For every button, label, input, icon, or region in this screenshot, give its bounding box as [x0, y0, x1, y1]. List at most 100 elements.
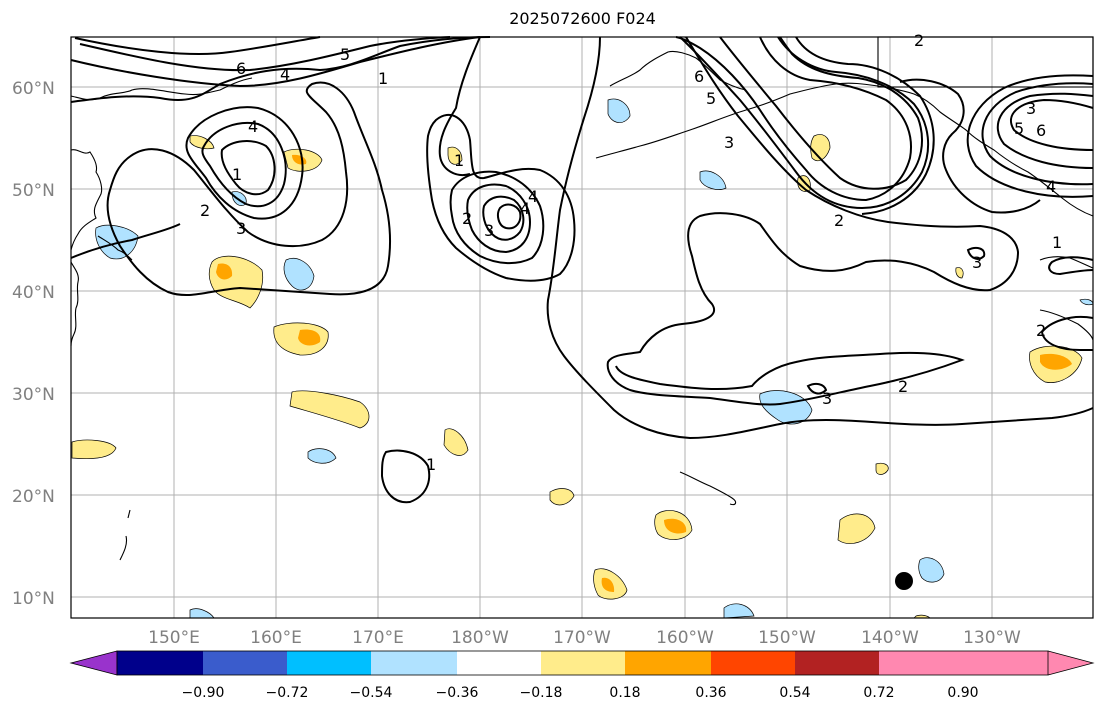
contour-label: 4 — [528, 187, 538, 206]
negative-anomaly — [918, 557, 945, 583]
map-title: 2025072600 F024 — [509, 9, 656, 28]
colorbar-tick: −0.54 — [350, 685, 393, 701]
positive-anomaly — [810, 134, 831, 162]
lat-label: 50°N — [12, 181, 55, 201]
colorbar-extend-high — [963, 651, 1093, 675]
positive-anomaly — [549, 488, 575, 506]
positive-anomaly — [875, 462, 889, 475]
contour-label: 3 — [822, 389, 832, 408]
lon-label: 170°E — [352, 628, 404, 648]
contour-label: 2 — [834, 211, 844, 230]
positive-anomaly — [443, 428, 469, 456]
contour-label: 4 — [520, 199, 530, 218]
latitude-labels: 60°N 50°N 40°N 30°N 20°N 10°N — [12, 79, 55, 609]
colorbar-segment — [879, 651, 963, 675]
strong-positive-anomaly — [216, 263, 233, 280]
colorbar-extend-low — [69, 650, 118, 676]
contour-label: 4 — [248, 117, 258, 136]
lat-label: 30°N — [12, 385, 55, 405]
positive-anomaly — [447, 146, 463, 165]
lon-label: 150°W — [758, 628, 816, 648]
negative-anomaly — [723, 603, 755, 619]
contour-label: 1 — [426, 455, 436, 474]
contour-label: 4 — [280, 65, 290, 84]
contour-label: 3 — [484, 221, 494, 240]
contour-label: 3 — [724, 133, 734, 152]
lat-label: 10°N — [12, 589, 55, 609]
contour-label: 6 — [1036, 121, 1046, 140]
contour-label: 5 — [340, 45, 350, 64]
colorbar-segment — [371, 651, 457, 675]
colorbar-tick: 0.72 — [863, 685, 894, 701]
strong-positive-anomaly — [298, 329, 321, 346]
positive-anomaly — [71, 439, 117, 460]
contour-label: 2 — [914, 31, 924, 50]
contour-label: 6 — [236, 59, 246, 78]
negative-anomaly — [699, 170, 727, 190]
colorbar-tick: 0.54 — [779, 685, 810, 701]
contour-label: 5 — [706, 89, 716, 108]
colorbar-segment — [795, 651, 879, 675]
map-frame — [70, 36, 1094, 619]
contour-label: 2 — [200, 201, 210, 220]
lon-label: 140°W — [861, 628, 919, 648]
negative-anomaly — [307, 448, 337, 464]
colorbar-segment — [457, 651, 541, 675]
negative-anomaly — [283, 258, 315, 291]
colorbar-segment — [287, 651, 371, 675]
storm-marker — [895, 572, 913, 590]
lat-label: 40°N — [12, 283, 55, 303]
colorbar-tick: 0.36 — [695, 685, 726, 701]
colorbar-tick: −0.72 — [266, 685, 309, 701]
colorbar-tick: 0.90 — [947, 685, 978, 701]
colorbar-tick: 0.18 — [609, 685, 640, 701]
contour-label: 1 — [378, 69, 388, 88]
colorbar-segment — [541, 651, 625, 675]
negative-anomaly — [759, 390, 813, 425]
lat-label: 20°N — [12, 487, 55, 507]
positive-anomaly — [289, 390, 370, 429]
longitude-labels: 150°E 160°E 170°E 180°W 170°W 160°W 150°… — [148, 628, 1021, 648]
negative-anomaly — [1079, 298, 1094, 306]
positive-anomaly — [208, 255, 264, 309]
colorbar-tick: −0.36 — [436, 685, 479, 701]
lon-label: 150°E — [148, 628, 200, 648]
colorbar-segment — [711, 651, 795, 675]
lon-label: 160°E — [250, 628, 302, 648]
contours — [70, 36, 1094, 504]
colorbar-segment — [625, 651, 711, 675]
contour-label: 2 — [1036, 321, 1046, 340]
lon-label: 170°W — [553, 628, 611, 648]
colorbar-segment — [117, 651, 203, 675]
contour-labels: 6 4 5 1 4 1 2 3 2 3 4 4 1 6 5 2 2 3 3 6 … — [200, 31, 1062, 474]
strong-positive-anomaly — [1040, 353, 1072, 370]
negative-anomaly — [607, 98, 631, 123]
contour-label: 1 — [454, 151, 464, 170]
contour-label: 4 — [1046, 177, 1056, 196]
strong-positive-anomaly — [601, 577, 615, 592]
shaded-anomalies — [71, 98, 1094, 619]
contour-label: 1 — [1052, 233, 1062, 252]
strong-positive-anomaly — [664, 518, 687, 534]
contour-label: 1 — [232, 165, 242, 184]
positive-anomaly — [955, 267, 964, 279]
colorbar-tick: −0.90 — [182, 685, 225, 701]
contour-label: 6 — [694, 67, 704, 86]
positive-anomaly — [189, 135, 215, 150]
colorbar-segment — [203, 651, 287, 675]
lon-label: 160°W — [656, 628, 714, 648]
contour-label: 5 — [1014, 119, 1024, 138]
lon-label: 130°W — [963, 628, 1021, 648]
colorbar: −0.90 −0.72 −0.54 −0.36 −0.18 0.18 0.36 … — [69, 650, 1095, 701]
contour-label: 3 — [972, 253, 982, 272]
contour-label: 3 — [1026, 99, 1036, 118]
negative-anomaly — [189, 608, 215, 619]
colorbar-tick: −0.18 — [520, 685, 563, 701]
lon-label: 180°W — [451, 628, 509, 648]
contour-label: 2 — [898, 377, 908, 396]
contour-label: 3 — [236, 219, 246, 238]
positive-anomaly — [837, 513, 876, 544]
contour-label: 2 — [462, 209, 472, 228]
lat-label: 60°N — [12, 79, 55, 99]
